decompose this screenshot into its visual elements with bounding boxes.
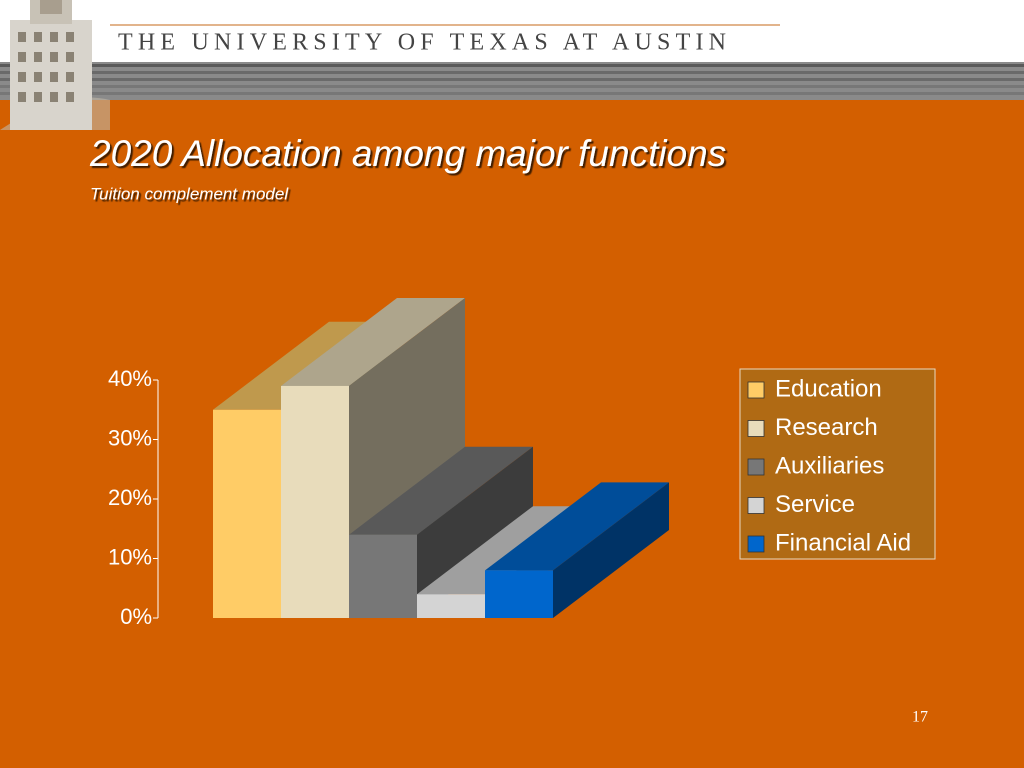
y-tick-label: 20% bbox=[108, 485, 152, 510]
bar-top bbox=[281, 297, 465, 386]
bar-side bbox=[553, 482, 669, 618]
legend-box bbox=[739, 368, 936, 560]
header-title: THE UNIVERSITY OF TEXAS AT AUSTIN bbox=[118, 30, 731, 56]
legend-label: Research bbox=[775, 414, 878, 441]
chart-subtitle: Tuition complement model bbox=[90, 184, 289, 203]
bar-front bbox=[213, 409, 281, 618]
bar-front bbox=[281, 385, 349, 618]
bar-front bbox=[485, 570, 553, 618]
bar-front bbox=[349, 534, 417, 618]
chart-title: 2020 Allocation among major functions bbox=[89, 133, 726, 174]
header-band bbox=[0, 0, 1024, 62]
y-tick-label: 10% bbox=[108, 544, 152, 569]
y-tick-label: 30% bbox=[108, 425, 152, 450]
slide-number: 17 bbox=[912, 709, 928, 726]
y-tick-label: 0% bbox=[120, 604, 152, 629]
legend-label: Auxiliaries bbox=[775, 452, 884, 479]
bar-top bbox=[485, 482, 669, 571]
bar-top bbox=[349, 446, 533, 535]
legend-swatch bbox=[747, 381, 765, 399]
y-tick-label: 40% bbox=[108, 366, 152, 391]
legend-label: Service bbox=[775, 491, 855, 518]
legend-label: Financial Aid bbox=[775, 529, 911, 556]
tower-image bbox=[0, 0, 110, 130]
legend-swatch bbox=[747, 497, 765, 514]
legend-label: Education bbox=[775, 375, 882, 402]
legend-swatch bbox=[747, 458, 765, 476]
legend-swatch bbox=[747, 535, 765, 553]
bar-front bbox=[417, 594, 485, 618]
bar bbox=[485, 482, 669, 618]
legend-swatch bbox=[747, 420, 765, 437]
header-stripes bbox=[0, 62, 1024, 100]
